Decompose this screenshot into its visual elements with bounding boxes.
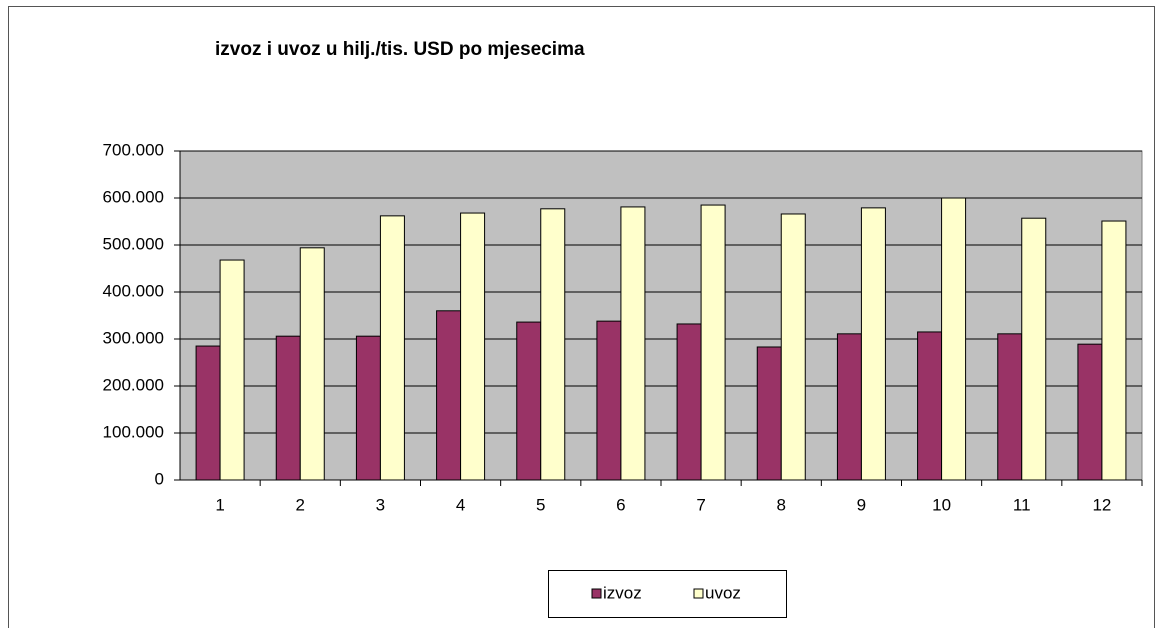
bar: [355, 335, 381, 481]
bar: [700, 204, 726, 481]
legend-swatch: [591, 588, 602, 599]
bar: [540, 208, 566, 481]
x-tick-label: 10: [932, 495, 951, 514]
bar: [516, 321, 542, 481]
y-tick-label: 600.000: [103, 187, 164, 206]
legend-label: uvoz: [705, 583, 741, 602]
bar: [756, 346, 782, 481]
bar: [299, 247, 325, 481]
bar: [780, 213, 806, 481]
x-tick-label: 7: [696, 495, 705, 514]
legend: [548, 570, 787, 618]
y-tick-label: 200.000: [103, 375, 164, 394]
bar: [860, 207, 886, 481]
x-tick-label: 5: [536, 495, 545, 514]
y-tick-label: 500.000: [103, 234, 164, 253]
x-tick-label: 1: [215, 495, 224, 514]
bar: [917, 331, 943, 481]
bar: [997, 333, 1023, 481]
bar: [596, 320, 622, 481]
bar: [460, 212, 486, 481]
bar: [379, 215, 405, 481]
x-tick-label: 6: [616, 495, 625, 514]
bar: [1101, 220, 1127, 481]
bar: [436, 310, 462, 481]
x-tick-label: 11: [1013, 495, 1031, 514]
bar: [941, 197, 967, 481]
bar: [1021, 217, 1047, 481]
chart-title: izvoz i uvoz u hilj./tis. USD po mjeseci…: [215, 39, 585, 60]
x-tick-label: 9: [857, 495, 866, 514]
legend-swatch: [693, 588, 704, 599]
x-tick-label: 2: [296, 495, 305, 514]
bar: [275, 335, 301, 481]
bar: [219, 259, 245, 481]
plot-area: [179, 150, 1143, 481]
y-tick-label: 0: [155, 469, 164, 488]
bar: [195, 345, 221, 481]
bar: [1077, 343, 1103, 481]
x-tick-label: 12: [1092, 495, 1111, 514]
x-tick-label: 3: [376, 495, 385, 514]
bar: [676, 323, 702, 481]
legend-label: izvoz: [603, 583, 642, 602]
bar: [836, 333, 862, 481]
y-tick-label: 100.000: [103, 422, 164, 441]
y-tick-label: 700.000: [103, 140, 164, 159]
bar: [620, 206, 646, 481]
y-tick-label: 300.000: [103, 328, 164, 347]
x-tick-label: 4: [456, 495, 465, 514]
x-tick-label: 8: [777, 495, 786, 514]
y-tick-label: 400.000: [103, 281, 164, 300]
